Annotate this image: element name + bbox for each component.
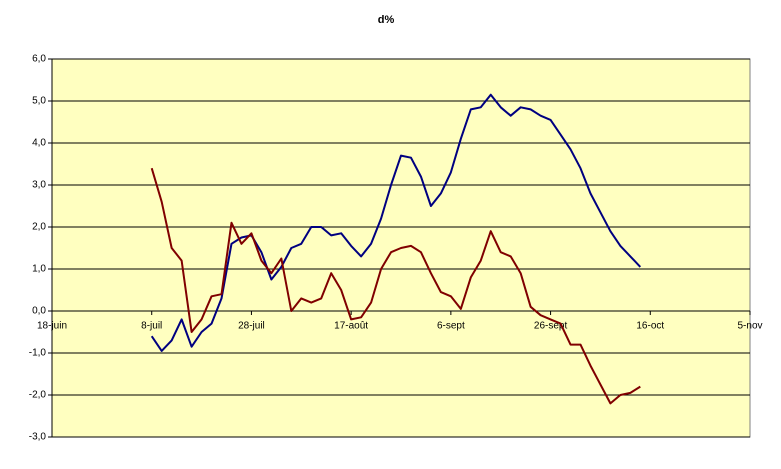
y-tick-label: -3,0 [29, 432, 47, 443]
x-tick-label: 6-sept [437, 321, 465, 332]
y-tick-label: -2,0 [29, 390, 47, 401]
y-tick-label: 5,0 [32, 96, 46, 107]
y-tick-label: 2,0 [32, 222, 46, 233]
x-tick-label: 17-août [334, 321, 368, 332]
x-tick-label: 8-juil [141, 321, 162, 332]
y-tick-label: 0,0 [32, 306, 46, 317]
x-tick-label: 26-sept [534, 321, 568, 332]
y-tick-label: 1,0 [32, 264, 46, 275]
y-tick-label: 4,0 [32, 138, 46, 149]
x-tick-label: 28-juil [238, 321, 265, 332]
x-tick-label: 18-juin [37, 321, 67, 332]
y-tick-label: 6,0 [32, 54, 46, 65]
series-line [150, 167, 641, 405]
x-tick-label: 16-oct [636, 321, 664, 332]
x-tick-label: 5-nov [737, 321, 762, 332]
y-tick-label: 3,0 [32, 180, 46, 191]
chart-title: d% [378, 14, 395, 26]
y-tick-label: -1,0 [29, 348, 47, 359]
series-line [150, 93, 642, 352]
